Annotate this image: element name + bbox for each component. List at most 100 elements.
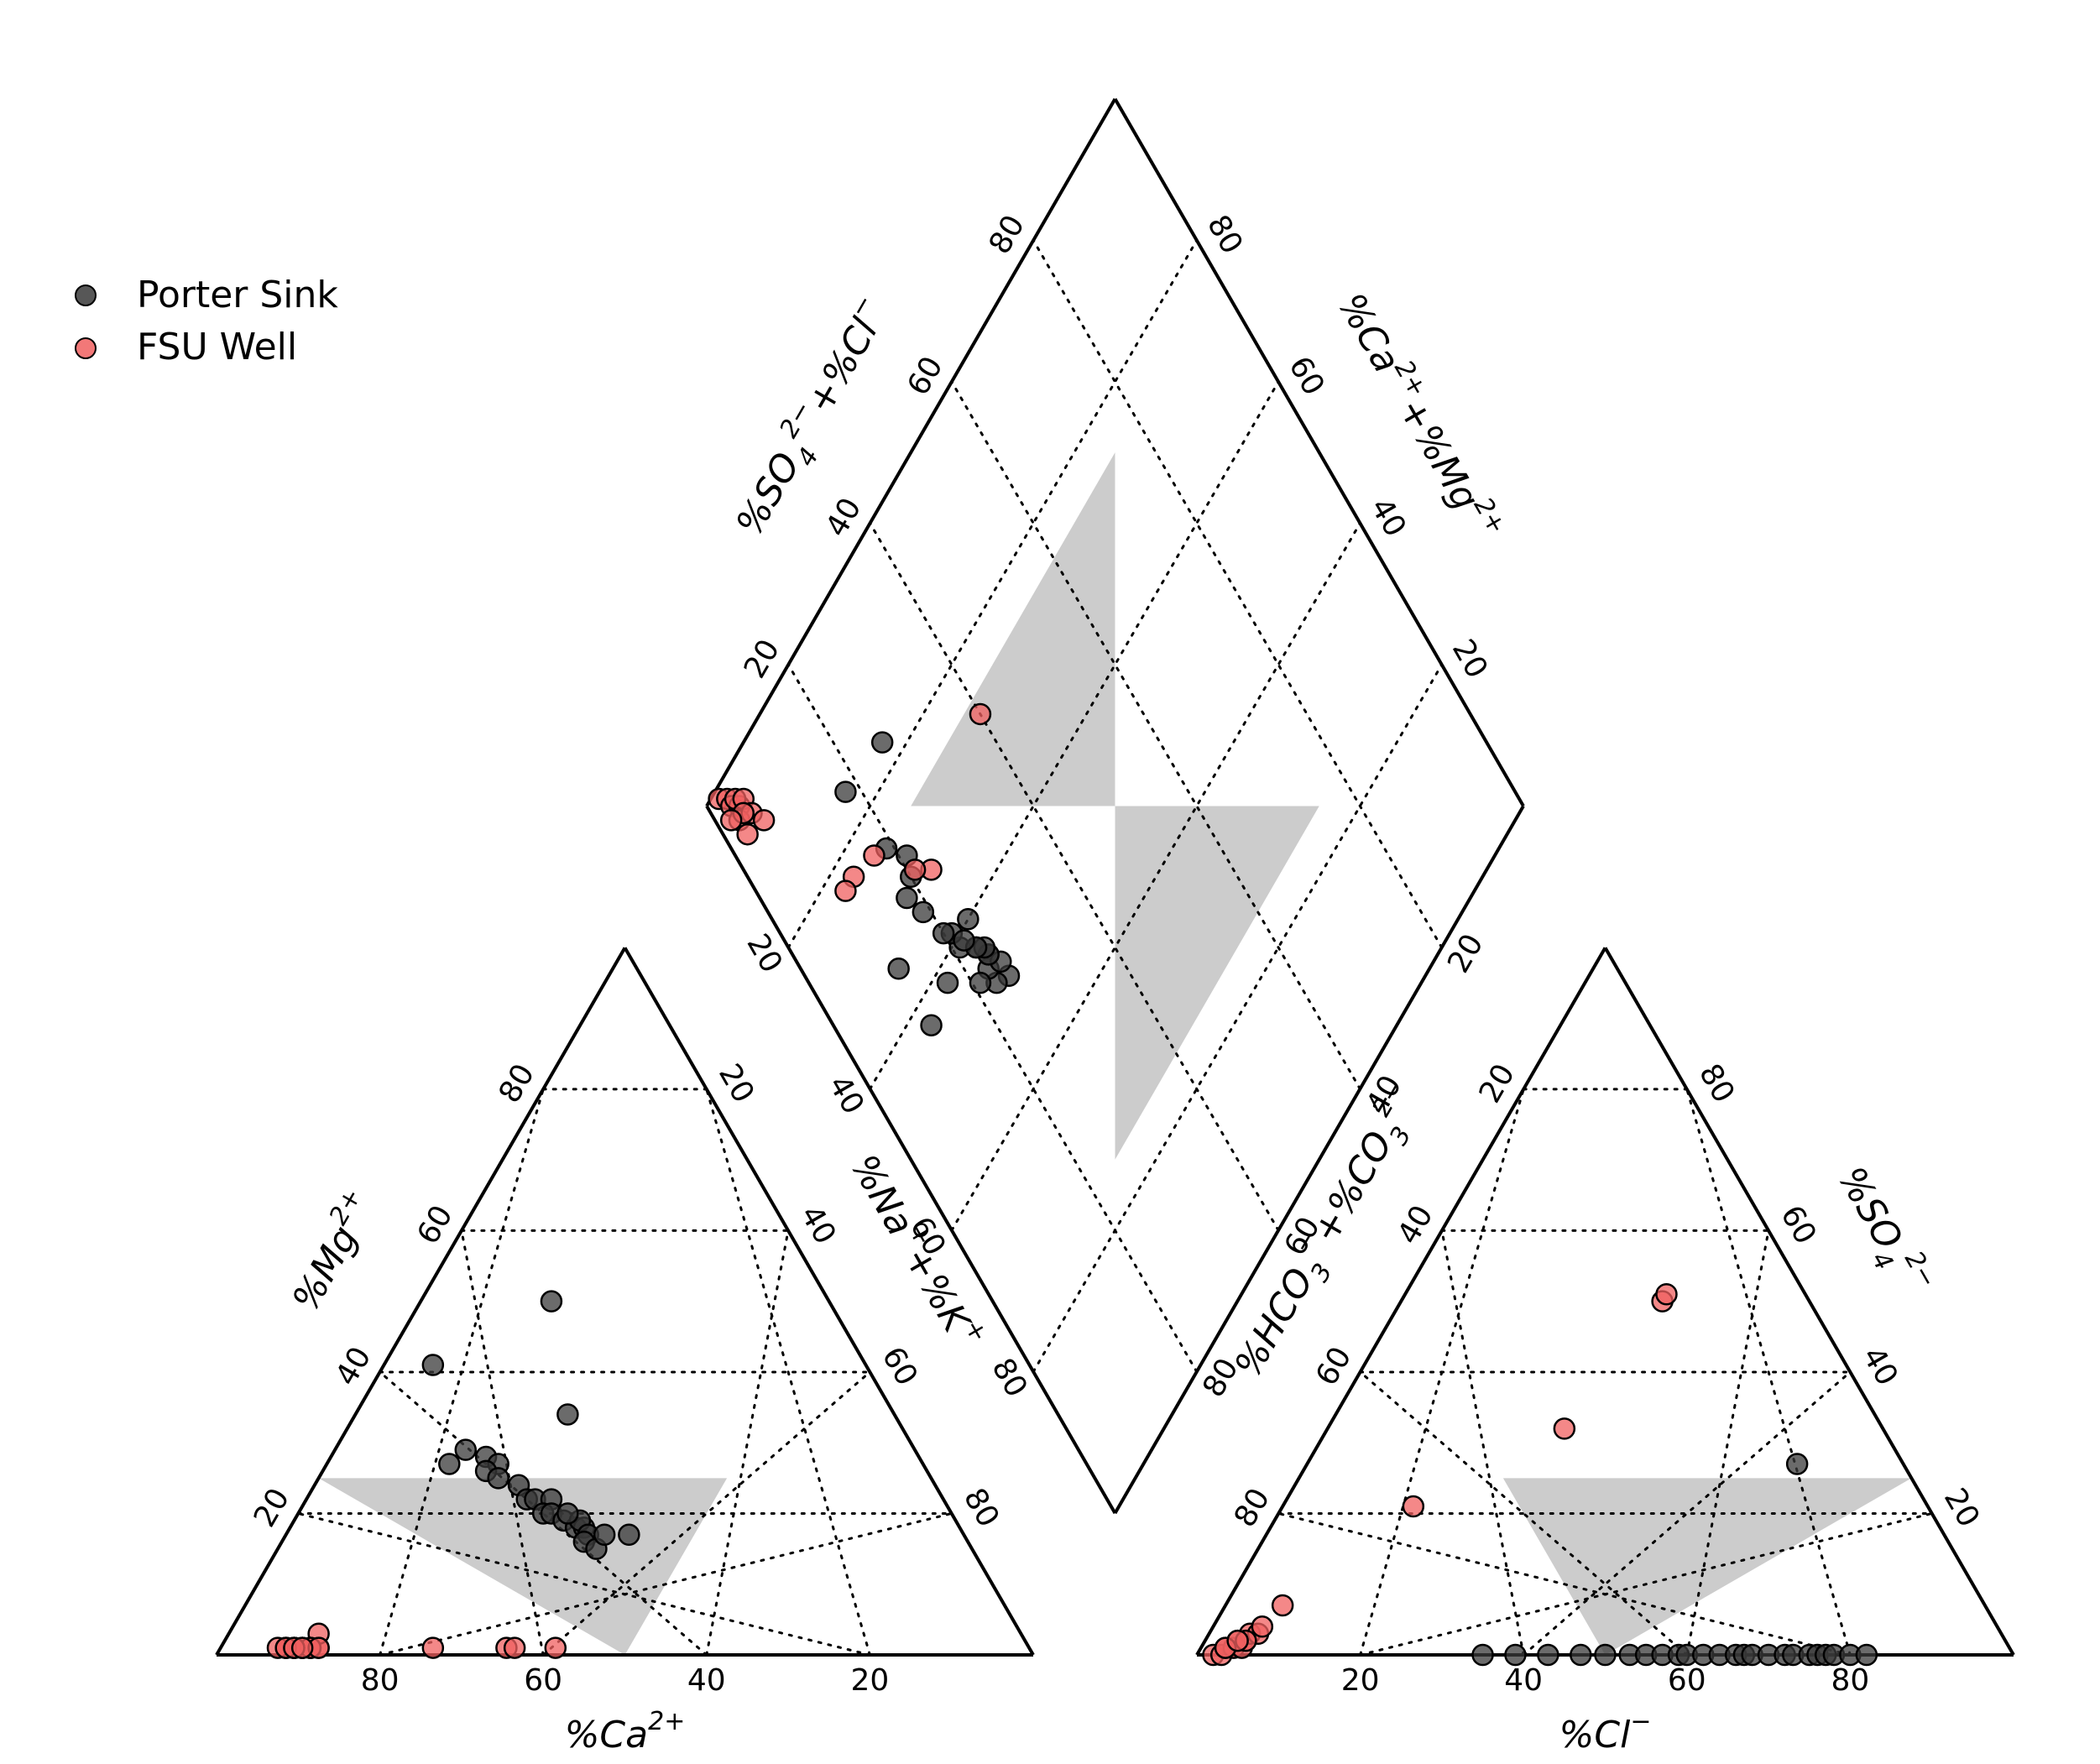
anion-right-axis-label-part: %SO [1830,1160,1910,1257]
anion-gridline [1359,1511,1934,1657]
diamond-outline [705,97,1117,807]
anion-gridline [1685,1229,1770,1657]
data-point-porter-sink [1785,1453,1809,1475]
diamond-upper-right-tick-label: 80 [1200,210,1249,260]
cation-left-tick-label: 60 [410,1200,459,1250]
legend: Porter Sink FSU Well [75,274,338,368]
cation-gridline [541,1370,871,1657]
legend-label-fsu-well: FSU Well [137,326,297,368]
data-point-porter-sink [1471,1643,1494,1667]
data-point-fsu-well [719,809,743,832]
data-point-porter-sink [834,780,857,803]
data-point-porter-sink [1855,1643,1878,1667]
anion-bottom-tick-label: 20 [1341,1663,1380,1698]
anion-left-tick-label: 20 [1473,1058,1522,1109]
anion-left-axis-label-part: %HCO [1226,1261,1322,1385]
diamond-outline [705,805,1117,1515]
data-point-porter-sink [1570,1643,1592,1667]
data-point-porter-sink [1594,1643,1617,1667]
anion-gridline [1277,1511,1852,1657]
cation-bottom-tick-label: 60 [524,1663,562,1698]
data-point-porter-sink [421,1354,445,1376]
anion-gridline [1440,1229,1525,1657]
data-point-fsu-well [969,702,992,726]
diamond-upper-right-axis-label: %Ca2++%Mg2+ [1329,283,1512,549]
cation-y-axis-label-part: %Mg [285,1219,367,1318]
cation-x-axis-label-part: 2+ [648,1707,685,1736]
data-point-fsu-well [834,879,857,902]
data-point-porter-sink [556,1403,579,1426]
data-point-porter-sink [920,1014,943,1036]
data-point-fsu-well [290,1636,314,1659]
data-point-fsu-well [903,859,927,881]
cation-left-tick-label: 20 [248,1483,296,1533]
cation-bottom-tick-label: 20 [850,1663,889,1698]
anion-outline [1603,947,2015,1657]
data-point-fsu-well [863,844,885,867]
anion-bottom-tick-label: 80 [1831,1663,1869,1698]
anion-bottom-tick-label: 40 [1504,1663,1543,1698]
anion-right-tick-label: 20 [1937,1483,1986,1533]
anion-gridline [1359,1370,1689,1657]
anion-left-tick-label: 80 [1228,1483,1277,1533]
anion-right-axis-label-part: 2− [1899,1246,1942,1293]
diamond-upper-left-axis-label-part: +%Cl [798,311,886,421]
anion-right-tick-label: 80 [1692,1058,1741,1109]
anion-bottom-tick-label: 60 [1668,1663,1706,1698]
data-point-porter-sink [593,1523,616,1547]
data-point-fsu-well [752,809,776,832]
cation-right-tick-label: 60 [875,1341,923,1391]
cation-y-axis-label: %Mg2+ [279,1183,385,1318]
diamond-upper-left-tick-label: 60 [901,351,949,401]
diamond-upper-left-tick-label: 40 [819,493,868,543]
data-point-fsu-well [1271,1594,1294,1617]
data-point-porter-sink [896,886,918,910]
data-point-porter-sink [957,908,979,931]
diamond-outline [1113,805,1525,1515]
data-point-porter-sink [912,900,935,924]
data-point-porter-sink [953,929,975,952]
diamond-upper-right-tick-label: 20 [1445,634,1494,684]
data-point-porter-sink [932,921,955,945]
anion-right-axis-label: %SO42− [1821,1156,1942,1307]
diamond-outline [1113,97,1525,807]
cation-right-tick-label: 20 [712,1058,760,1109]
diamond-upper-right-axis-label-part: +%Mg [1390,391,1487,518]
data-point-porter-sink [870,731,894,754]
cation-left-tick-label: 80 [493,1058,541,1109]
data-point-porter-sink [487,1467,509,1490]
diamond-middle-shaded-region [1115,806,1319,1160]
data-point-porter-sink [618,1523,640,1547]
data-point-fsu-well [1553,1417,1576,1440]
data-point-porter-sink [887,958,910,980]
anion-gridline [1685,1088,1852,1657]
cation-gridline [379,1370,708,1657]
data-point-porter-sink [556,1502,579,1525]
cation-x-axis-label-part: %Ca [565,1714,649,1756]
diamond-upper-left-tick-label: 20 [738,634,786,684]
anion-outline [1195,947,1607,1657]
data-point-porter-sink [454,1438,478,1461]
data-point-porter-sink [438,1453,461,1475]
anion-x-axis-label-part: %Cl [1559,1714,1632,1756]
cation-shaded-region [318,1478,728,1655]
cation-gridline [460,1229,545,1657]
anion-gridline [1522,1370,1852,1657]
data-point-fsu-well [1402,1495,1425,1518]
anion-right-tick-label: 40 [1855,1341,1904,1391]
cation-outline [215,947,627,1657]
data-point-fsu-well [1251,1615,1274,1638]
anion-x-axis-label: %Cl− [1559,1707,1652,1756]
diamond-upper-shaded-region [911,452,1115,806]
data-point-fsu-well [1655,1283,1678,1306]
data-point-porter-sink [540,1290,563,1313]
cation-gridline [296,1511,871,1657]
diamond-upper-left-tick-label: 80 [983,210,1032,260]
cation-gridline [705,1088,871,1657]
cation-right-tick-label: 40 [793,1200,842,1250]
anion-left-tick-label: 40 [1391,1200,1439,1250]
cation-bottom-tick-label: 40 [687,1663,726,1698]
data-point-fsu-well [736,822,759,846]
